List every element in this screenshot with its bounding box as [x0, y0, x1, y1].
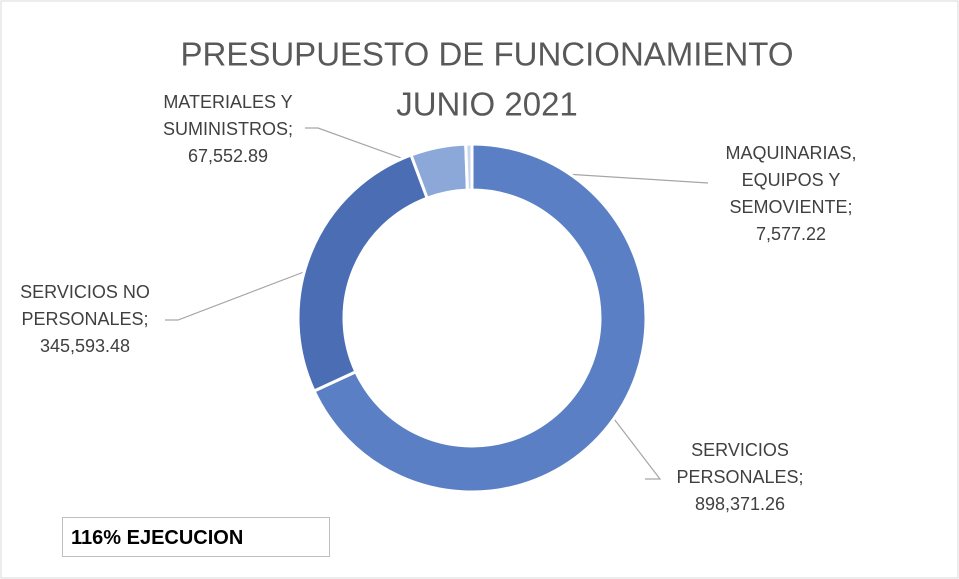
data-label-value: 345,593.48: [39, 336, 131, 356]
data-label-category: MAQUINARIAS, EQUIPOS Y SEMOVIENTE;: [725, 143, 857, 217]
donut-slice: [464, 142, 474, 192]
data-label-value: 898,371.26: [694, 494, 786, 514]
leader-line: [597, 397, 662, 480]
leader-line: [165, 261, 331, 321]
data-label-category: SERVICIOS PERSONALES;: [676, 440, 804, 487]
chart-title: PRESUPUESTO DE FUNCIONAMIENTO: [180, 36, 793, 73]
data-label: MATERIALES Y SUMINISTROS; 67,552.89: [148, 89, 308, 170]
data-label-value: 7,577.22: [755, 224, 827, 244]
data-label-category: SERVICIOS NO PERSONALES;: [20, 282, 150, 329]
chart-title: JUNIO 2021: [396, 86, 578, 123]
data-label: SERVICIOS PERSONALES; 898,371.26: [660, 437, 820, 518]
leader-line: [305, 127, 441, 173]
data-label: MAQUINARIAS, EQUIPOS Y SEMOVIENTE; 7,577.…: [706, 140, 876, 248]
data-label-value: 67,552.89: [187, 146, 269, 166]
data-label-category: MATERIALES Y SUMINISTROS;: [162, 92, 293, 139]
annotation: 116% EJECUCION: [62, 517, 330, 557]
data-label: SERVICIOS NO PERSONALES; 345,593.48: [5, 279, 165, 360]
donut-slice: [312, 142, 648, 494]
